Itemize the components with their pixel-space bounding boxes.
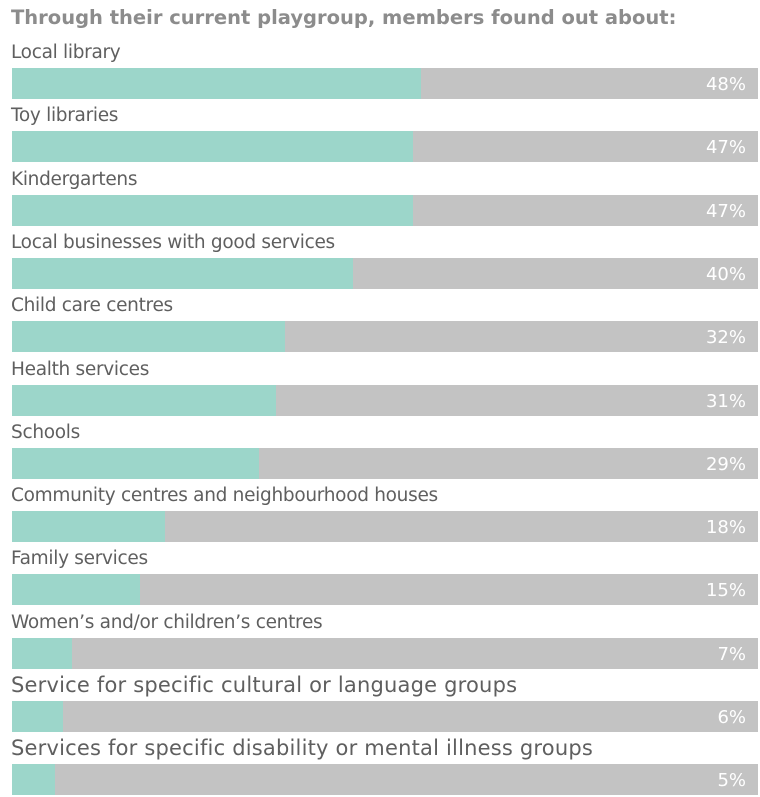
value-label: 47%: [705, 137, 746, 158]
value-label: 31%: [705, 391, 746, 412]
bar-track: 48%: [12, 68, 758, 99]
bar-track: 7%: [12, 638, 758, 669]
bar-track: 18%: [12, 511, 758, 542]
category-label: Schools: [11, 422, 80, 443]
category-label: Service for specific cultural or languag…: [11, 673, 518, 697]
value-label: 5%: [717, 770, 746, 791]
bar-track: 47%: [12, 131, 758, 162]
bar-track: 31%: [12, 385, 758, 416]
bar-fill: [12, 574, 140, 605]
category-label: Women’s and/or children’s centres: [11, 612, 323, 633]
bar-fill: [12, 764, 55, 795]
category-label: Local library: [11, 42, 121, 63]
value-label: 48%: [705, 74, 746, 95]
bar-track: 40%: [12, 258, 758, 289]
bar-fill: [12, 195, 413, 226]
value-label: 15%: [705, 580, 746, 601]
bar-fill: [12, 258, 353, 289]
value-label: 32%: [705, 327, 746, 348]
bar-track: 32%: [12, 321, 758, 352]
category-label: Toy libraries: [11, 105, 119, 126]
bar-track: 47%: [12, 195, 758, 226]
bar-track: 5%: [12, 764, 758, 795]
bar-track: 29%: [12, 448, 758, 479]
bar-fill: [12, 701, 63, 732]
value-label: 7%: [717, 644, 746, 665]
category-label: Child care centres: [11, 295, 173, 316]
bar-track: 15%: [12, 574, 758, 605]
bar-fill: [12, 321, 285, 352]
chart-title: Through their current playgroup, members…: [11, 6, 677, 29]
bar-fill: [12, 511, 165, 542]
value-label: 47%: [705, 201, 746, 222]
category-label: Health services: [11, 359, 150, 380]
value-label: 29%: [705, 454, 746, 475]
value-label: 6%: [717, 707, 746, 728]
bar-fill: [12, 68, 421, 99]
category-label: Family services: [11, 548, 148, 569]
category-label: Local businesses with good services: [11, 232, 335, 253]
value-label: 40%: [705, 264, 746, 285]
bar-track: 6%: [12, 701, 758, 732]
bar-fill: [12, 638, 72, 669]
category-label: Services for specific disability or ment…: [11, 736, 594, 760]
bar-fill: [12, 131, 413, 162]
bar-fill: [12, 385, 276, 416]
bar-fill: [12, 448, 259, 479]
category-label: Community centres and neighbourhood hous…: [11, 485, 438, 506]
category-label: Kindergartens: [11, 169, 138, 190]
value-label: 18%: [705, 517, 746, 538]
